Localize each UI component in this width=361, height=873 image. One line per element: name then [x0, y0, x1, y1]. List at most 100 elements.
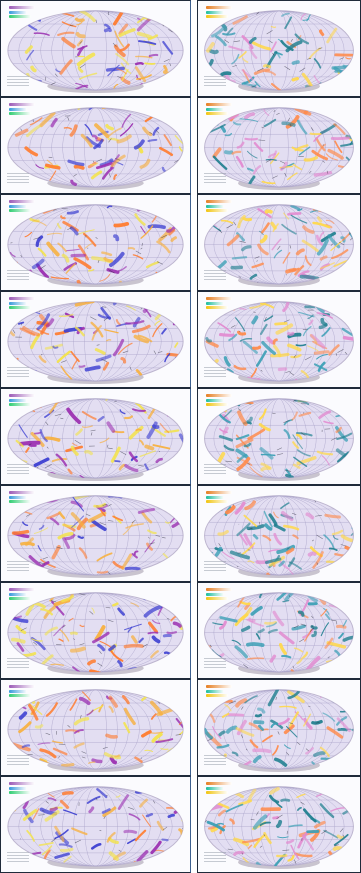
- colorbar-legend: [206, 112, 228, 115]
- left-sky-map-5[interactable]: [0, 388, 191, 485]
- colorbar-legend: [206, 491, 232, 494]
- colorbar-legend: [206, 694, 228, 697]
- caption-lines: [204, 464, 226, 474]
- right-sky-map-7-image: [204, 592, 354, 676]
- right-sky-map-9[interactable]: [197, 776, 361, 873]
- colorbar-legend: [206, 200, 232, 203]
- left-sky-map-4-image: [7, 301, 184, 385]
- colorbar-legend: [9, 209, 31, 212]
- colorbar-legend: [9, 491, 35, 494]
- colorbar-legend: [9, 782, 35, 785]
- colorbar-legend: [206, 690, 224, 693]
- caption-lines: [7, 852, 29, 862]
- left-sky-map-3[interactable]: [0, 194, 191, 291]
- colorbar-legend: [9, 787, 27, 790]
- colorbar-legend: [9, 685, 35, 688]
- caption-lines: [204, 270, 226, 280]
- right-sky-map-9-image: [204, 786, 354, 870]
- right-sky-map-2-image: [204, 107, 354, 191]
- colorbar-legend: [9, 399, 27, 402]
- colorbar-legend: [9, 403, 31, 406]
- colorbar-legend: [206, 11, 224, 14]
- caption-lines: [7, 658, 29, 668]
- colorbar-legend: [9, 500, 31, 503]
- caption-lines: [204, 173, 226, 183]
- right-sky-map-2[interactable]: [197, 97, 361, 194]
- colorbar-legend: [206, 588, 232, 591]
- right-sky-map-1[interactable]: [197, 0, 361, 97]
- right-sky-map-6-image: [204, 495, 354, 579]
- sky-features: [7, 107, 184, 188]
- colorbar-legend: [206, 205, 224, 208]
- colorbar-legend: [206, 685, 232, 688]
- colorbar-legend: [9, 103, 35, 106]
- right-sky-map-4[interactable]: [197, 291, 361, 388]
- caption-lines: [204, 658, 226, 668]
- left-sky-map-7-image: [7, 592, 184, 676]
- left-sky-map-6-image: [7, 495, 184, 579]
- colorbar-legend: [206, 787, 224, 790]
- left-sky-map-2-image: [7, 107, 184, 191]
- sky-features: [7, 204, 184, 285]
- left-sky-map-2[interactable]: [0, 97, 191, 194]
- caption-lines: [7, 367, 29, 377]
- colorbar-legend: [206, 302, 224, 305]
- caption-lines: [204, 76, 226, 86]
- sky-features: [204, 495, 354, 576]
- caption-lines: [7, 173, 29, 183]
- colorbar-legend: [206, 15, 228, 18]
- colorbar-legend: [9, 297, 35, 300]
- sky-features: [204, 107, 354, 188]
- right-sky-map-7[interactable]: [197, 582, 361, 679]
- left-sky-map-4[interactable]: [0, 291, 191, 388]
- colorbar-legend: [206, 597, 228, 600]
- right-sky-map-6[interactable]: [197, 485, 361, 582]
- left-sky-map-8[interactable]: [0, 679, 191, 776]
- colorbar-legend: [206, 399, 224, 402]
- left-sky-map-3-image: [7, 204, 184, 288]
- colorbar-legend: [9, 108, 27, 111]
- left-sky-map-1[interactable]: [0, 0, 191, 97]
- colorbar-legend: [9, 306, 31, 309]
- colorbar-legend: [206, 500, 228, 503]
- right-sky-map-4-image: [204, 301, 354, 385]
- left-sky-map-9[interactable]: [0, 776, 191, 873]
- right-sky-map-8[interactable]: [197, 679, 361, 776]
- colorbar-legend: [206, 782, 232, 785]
- left-sky-map-7[interactable]: [0, 582, 191, 679]
- colorbar-legend: [9, 593, 27, 596]
- caption-lines: [204, 561, 226, 571]
- colorbar-legend: [206, 103, 232, 106]
- left-sky-map-6[interactable]: [0, 485, 191, 582]
- colorbar-legend: [206, 108, 224, 111]
- colorbar-legend: [206, 496, 224, 499]
- right-sky-map-5-image: [204, 398, 354, 482]
- colorbar-legend: [9, 690, 27, 693]
- right-sky-map-5[interactable]: [197, 388, 361, 485]
- caption-lines: [7, 464, 29, 474]
- caption-lines: [7, 270, 29, 280]
- colorbar-legend: [206, 297, 232, 300]
- sky-features: [204, 689, 354, 770]
- right-sky-map-3[interactable]: [197, 194, 361, 291]
- colorbar-legend: [206, 209, 228, 212]
- colorbar-legend: [9, 302, 27, 305]
- caption-lines: [204, 852, 226, 862]
- colorbar-legend: [9, 112, 31, 115]
- colorbar-legend: [9, 200, 35, 203]
- caption-lines: [7, 755, 29, 765]
- colorbar-legend: [9, 694, 31, 697]
- caption-lines: [204, 367, 226, 377]
- colorbar-legend: [206, 403, 228, 406]
- colorbar-legend: [9, 496, 27, 499]
- right-sky-map-3-image: [204, 204, 354, 288]
- colorbar-legend: [206, 791, 228, 794]
- right-sky-map-1-image: [204, 10, 354, 94]
- right-sky-map-8-image: [204, 689, 354, 773]
- caption-lines: [7, 561, 29, 571]
- colorbar-legend: [9, 791, 31, 794]
- sky-features: [204, 398, 354, 479]
- colorbar-legend: [9, 394, 35, 397]
- caption-lines: [7, 76, 29, 86]
